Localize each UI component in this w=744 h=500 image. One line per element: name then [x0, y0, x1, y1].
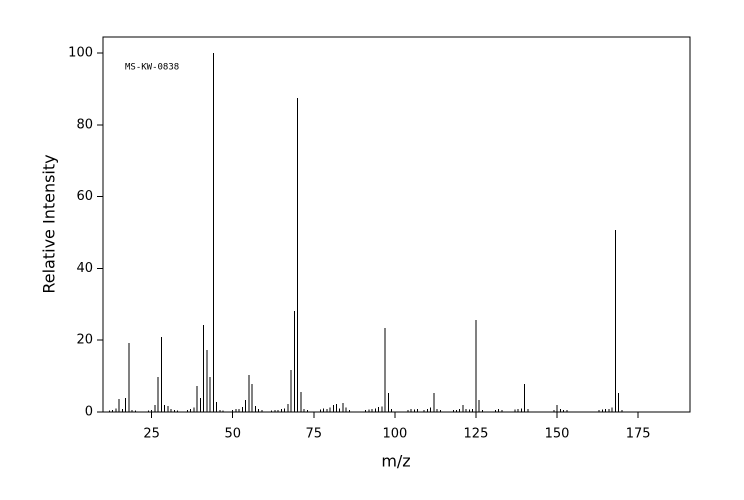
- x-tick-label: 100: [382, 427, 407, 442]
- y-tick-label: 80: [76, 117, 93, 132]
- x-tick-label: 75: [306, 427, 323, 442]
- y-tick-label: 0: [85, 405, 93, 420]
- x-tick-label: 150: [545, 427, 570, 442]
- plot-frame: [102, 36, 691, 413]
- y-axis-label: Relative Intensity: [40, 154, 59, 293]
- annotation: MS-KW-0838: [125, 63, 179, 73]
- y-tick-label: 100: [68, 46, 93, 61]
- y-tick-label: 60: [76, 189, 93, 204]
- x-tick-label: 175: [626, 427, 651, 442]
- x-tick-label: 125: [464, 427, 489, 442]
- x-axis-label: m/z: [381, 452, 410, 471]
- y-tick-label: 20: [76, 333, 93, 348]
- y-tick-label: 40: [76, 261, 93, 276]
- x-tick-label: 25: [143, 427, 160, 442]
- x-tick-label: 50: [224, 427, 241, 442]
